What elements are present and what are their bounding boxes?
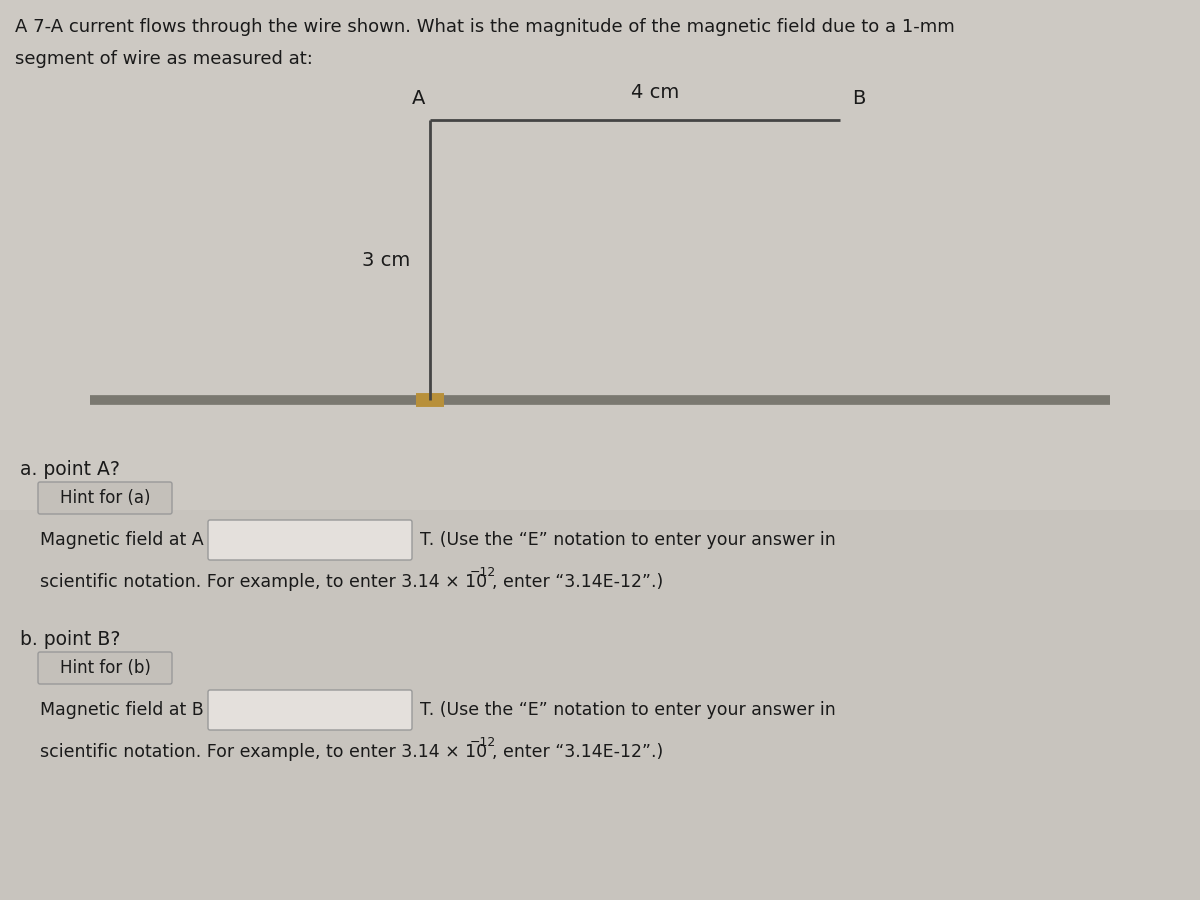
Text: a. point A?: a. point A? [20,460,120,479]
Text: Magnetic field at A is: Magnetic field at A is [40,531,223,549]
Text: Magnetic field at B is: Magnetic field at B is [40,701,223,719]
Text: b. point B?: b. point B? [20,630,120,649]
Text: A 7-A current flows through the wire shown. What is the magnitude of the magneti: A 7-A current flows through the wire sho… [14,18,955,36]
Text: , enter “3.14E-12”.): , enter “3.14E-12”.) [492,743,664,761]
Text: Hint for (a): Hint for (a) [60,489,150,507]
Text: 4 cm: 4 cm [631,83,679,102]
Text: A: A [412,89,425,108]
FancyBboxPatch shape [208,520,412,560]
Bar [0,0,1200,510]
Bar [0,0,1200,510]
Text: scientific notation. For example, to enter 3.14 × 10: scientific notation. For example, to ent… [40,573,487,591]
Text: −12: −12 [470,566,497,580]
Text: , enter “3.14E-12”.): , enter “3.14E-12”.) [492,573,664,591]
Text: 3 cm: 3 cm [361,250,410,269]
Text: T. (Use the “E” notation to enter your answer in: T. (Use the “E” notation to enter your a… [420,701,835,719]
Text: Hint for (b): Hint for (b) [60,659,150,677]
Text: T. (Use the “E” notation to enter your answer in: T. (Use the “E” notation to enter your a… [420,531,835,549]
FancyBboxPatch shape [38,482,172,514]
Text: scientific notation. For example, to enter 3.14 × 10: scientific notation. For example, to ent… [40,743,487,761]
FancyBboxPatch shape [208,690,412,730]
Text: B: B [852,89,865,108]
Text: −12: −12 [470,736,497,750]
Text: segment of wire as measured at:: segment of wire as measured at: [14,50,313,68]
FancyBboxPatch shape [38,652,172,684]
